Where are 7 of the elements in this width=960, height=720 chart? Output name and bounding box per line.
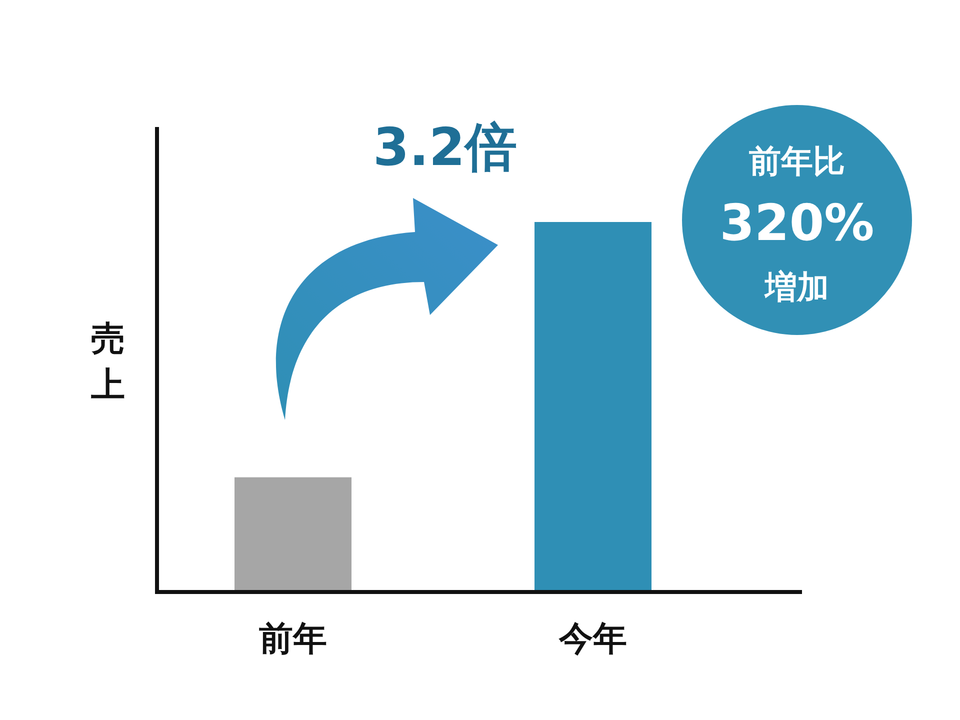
x-tick-label: 前年 [259,619,327,659]
annotation: 増加 [764,268,829,306]
text: 前年比 [749,142,845,180]
annotation: 320% [720,194,874,252]
text: 3.2倍 [372,118,518,178]
x-tick-label: 今年 [558,619,627,659]
y-axis-title: 売上 [90,319,125,405]
